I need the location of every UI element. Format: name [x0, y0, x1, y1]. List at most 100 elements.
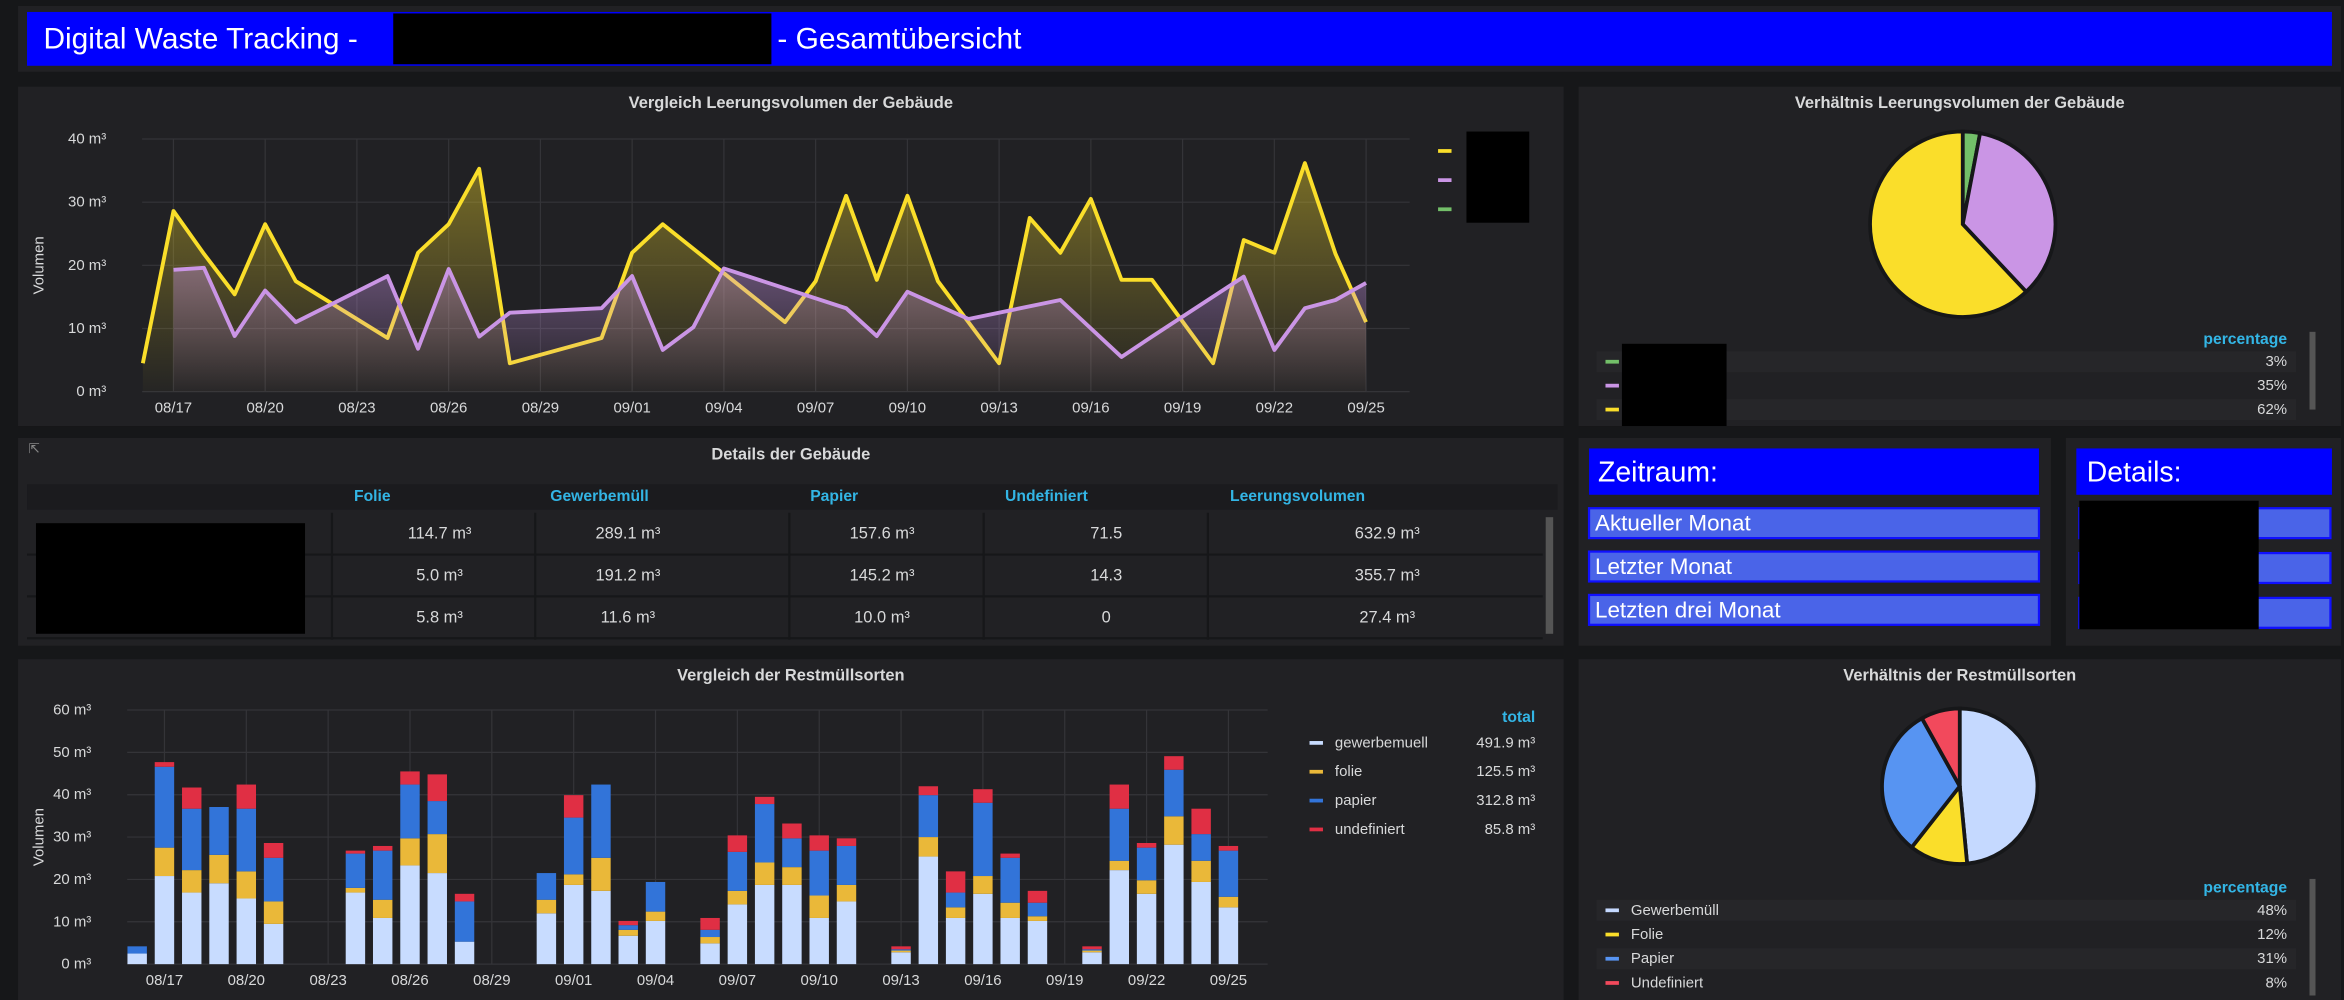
x-tick-label: 08/26: [430, 400, 467, 417]
bar-segment: [536, 899, 557, 914]
header-banner: [27, 11, 2332, 66]
bar-segment: [727, 890, 748, 905]
panel-title: Details der Gebäude: [711, 445, 870, 463]
bar-segment: [809, 895, 829, 918]
bar-segment: [809, 850, 829, 896]
period-button[interactable]: [1587, 550, 2041, 583]
bar-segment: [1191, 834, 1211, 861]
bar-segment: [645, 920, 666, 965]
legend-percent: 62%: [2257, 401, 2287, 418]
panel-title: Verhältnis der Restmüllsorten: [1843, 667, 2076, 685]
bar-segment: [645, 911, 666, 921]
x-tick-label: 09/22: [1128, 972, 1165, 989]
table-cell: 71.5: [1090, 525, 1122, 543]
period-button[interactable]: [1587, 507, 2041, 540]
panel-title: Vergleich der Restmüllsorten: [677, 667, 904, 685]
x-tick-label: 09/16: [1072, 400, 1109, 417]
legend-total: 85.8 m³: [1485, 821, 1536, 838]
bar-segment: [891, 949, 911, 951]
bar-segment: [727, 904, 748, 965]
x-tick-label: 09/01: [555, 972, 592, 989]
bar-segment: [618, 925, 638, 930]
legend-label: Gewerbemüll: [1631, 902, 1719, 919]
bar-segment: [618, 935, 638, 965]
table-cell: 27.4 m³: [1359, 608, 1415, 626]
bar-segment: [591, 890, 611, 965]
x-tick-label: 08/17: [146, 972, 183, 989]
pie-slice: [1919, 706, 1962, 794]
bar-segment: [754, 804, 775, 863]
details-title: Details:: [2087, 456, 2182, 488]
x-tick-label: 09/10: [801, 972, 838, 989]
area: [173, 267, 1367, 392]
y-axis-label: Volumen: [30, 808, 47, 866]
x-tick-label: 09/25: [1347, 400, 1384, 417]
bar-segment: [891, 946, 911, 950]
bar-segment: [973, 893, 993, 965]
bar-segment: [973, 789, 993, 803]
bar-segment: [645, 881, 666, 912]
table-header: Undefiniert: [1005, 488, 1089, 505]
legend-percent: 31%: [2257, 950, 2287, 967]
bar-segment: [700, 937, 720, 944]
legend-row: [1596, 899, 2297, 921]
legend-label: folie: [1335, 763, 1362, 780]
y-tick-label: 20 m³: [53, 871, 91, 888]
scrollbar: [1545, 517, 1554, 634]
y-tick-label: 60 m³: [53, 702, 91, 719]
bar-segment: [1136, 847, 1157, 881]
legend-row: [1596, 351, 2297, 373]
x-tick-label: 09/16: [964, 972, 1001, 989]
bar-segment: [945, 892, 966, 908]
bar-segment: [372, 845, 393, 851]
bar-segment: [1109, 860, 1130, 871]
y-tick-label: 10 m³: [53, 913, 91, 930]
bar-segment: [209, 854, 229, 884]
bar-segment: [782, 867, 802, 885]
x-tick-label: 08/23: [338, 400, 375, 417]
bar-segment: [918, 837, 939, 857]
panel-link-icon[interactable]: ⇱: [29, 441, 40, 456]
bar-segment: [154, 762, 175, 767]
legend-percent: 12%: [2257, 926, 2287, 943]
period-button[interactable]: [1587, 593, 2041, 626]
legend-total: 312.8 m³: [1476, 792, 1535, 809]
table-cell: 11.6 m³: [601, 608, 656, 626]
bar-segment: [400, 771, 420, 785]
bar-segment: [263, 923, 284, 965]
bar-segment: [127, 953, 147, 965]
bar-segment: [1027, 916, 1048, 921]
table-cell: 157.6 m³: [850, 525, 915, 543]
y-tick-label: 10 m³: [68, 320, 106, 337]
redaction: [393, 13, 772, 65]
bar-segment: [263, 901, 284, 924]
bar-segment: [127, 946, 147, 954]
period-option[interactable]: Letzter Monat: [1595, 554, 1733, 579]
redaction: [35, 523, 306, 634]
bar-segment: [345, 887, 366, 893]
bar-segment: [591, 857, 611, 891]
table-cell: 0: [1102, 608, 1111, 626]
period-option[interactable]: Letzten drei Monat: [1595, 597, 1781, 622]
bar-segment: [154, 876, 175, 965]
bar-segment: [1082, 949, 1102, 951]
table-cell: 632.9 m³: [1355, 525, 1420, 543]
period-option[interactable]: Aktueller Monat: [1595, 511, 1751, 536]
bar-segment: [782, 823, 802, 839]
table-cell: 145.2 m³: [850, 566, 915, 584]
bar-segment: [836, 884, 857, 902]
bar-segment: [454, 901, 475, 942]
bar-segment: [427, 801, 447, 835]
bar-segment: [836, 845, 857, 885]
bar-segment: [1136, 842, 1157, 848]
bar-segment: [236, 871, 257, 899]
table-cell: 5.0 m³: [416, 566, 463, 584]
bar-segment: [1082, 950, 1102, 953]
table-cell: 5.8 m³: [416, 608, 463, 626]
x-tick-label: 08/20: [246, 400, 283, 417]
bar-segment: [372, 917, 393, 965]
table-cell: 114.7 m³: [408, 525, 472, 543]
bar-segment: [945, 917, 966, 965]
